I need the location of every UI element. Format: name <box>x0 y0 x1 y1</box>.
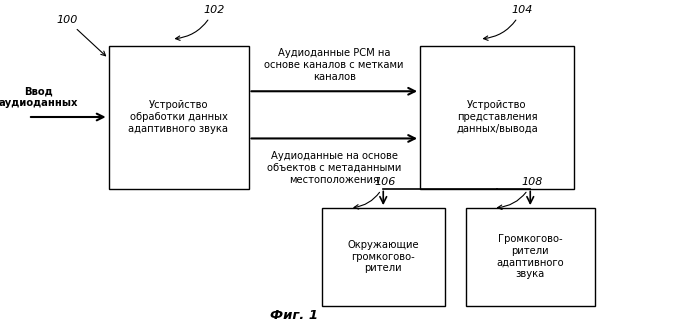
FancyBboxPatch shape <box>322 208 444 306</box>
Text: 108: 108 <box>498 177 543 210</box>
Text: Аудиоданные РСМ на
основе каналов с метками
каналов: Аудиоданные РСМ на основе каналов с метк… <box>265 48 404 82</box>
Text: Громкогово-
рители
адаптивного
звука: Громкогово- рители адаптивного звука <box>496 234 564 279</box>
Text: 104: 104 <box>484 5 533 40</box>
Text: 102: 102 <box>176 5 225 40</box>
FancyBboxPatch shape <box>466 208 595 306</box>
Text: 100: 100 <box>56 15 106 56</box>
FancyBboxPatch shape <box>108 46 248 188</box>
FancyBboxPatch shape <box>420 46 574 188</box>
Text: Фиг. 1: Фиг. 1 <box>270 309 318 322</box>
Text: 106: 106 <box>354 177 396 209</box>
Text: Устройство
обработки данных
адаптивного звука: Устройство обработки данных адаптивного … <box>129 100 228 134</box>
Text: Ввод
аудиоданных: Ввод аудиоданных <box>0 87 78 108</box>
Text: Аудиоданные на основе
объектов с метаданными
местоположения: Аудиоданные на основе объектов с метадан… <box>267 151 401 185</box>
Text: Окружающие
громкогово-
рители: Окружающие громкогово- рители <box>347 240 419 273</box>
Text: Устройство
представления
данных/вывода: Устройство представления данных/вывода <box>456 100 538 134</box>
